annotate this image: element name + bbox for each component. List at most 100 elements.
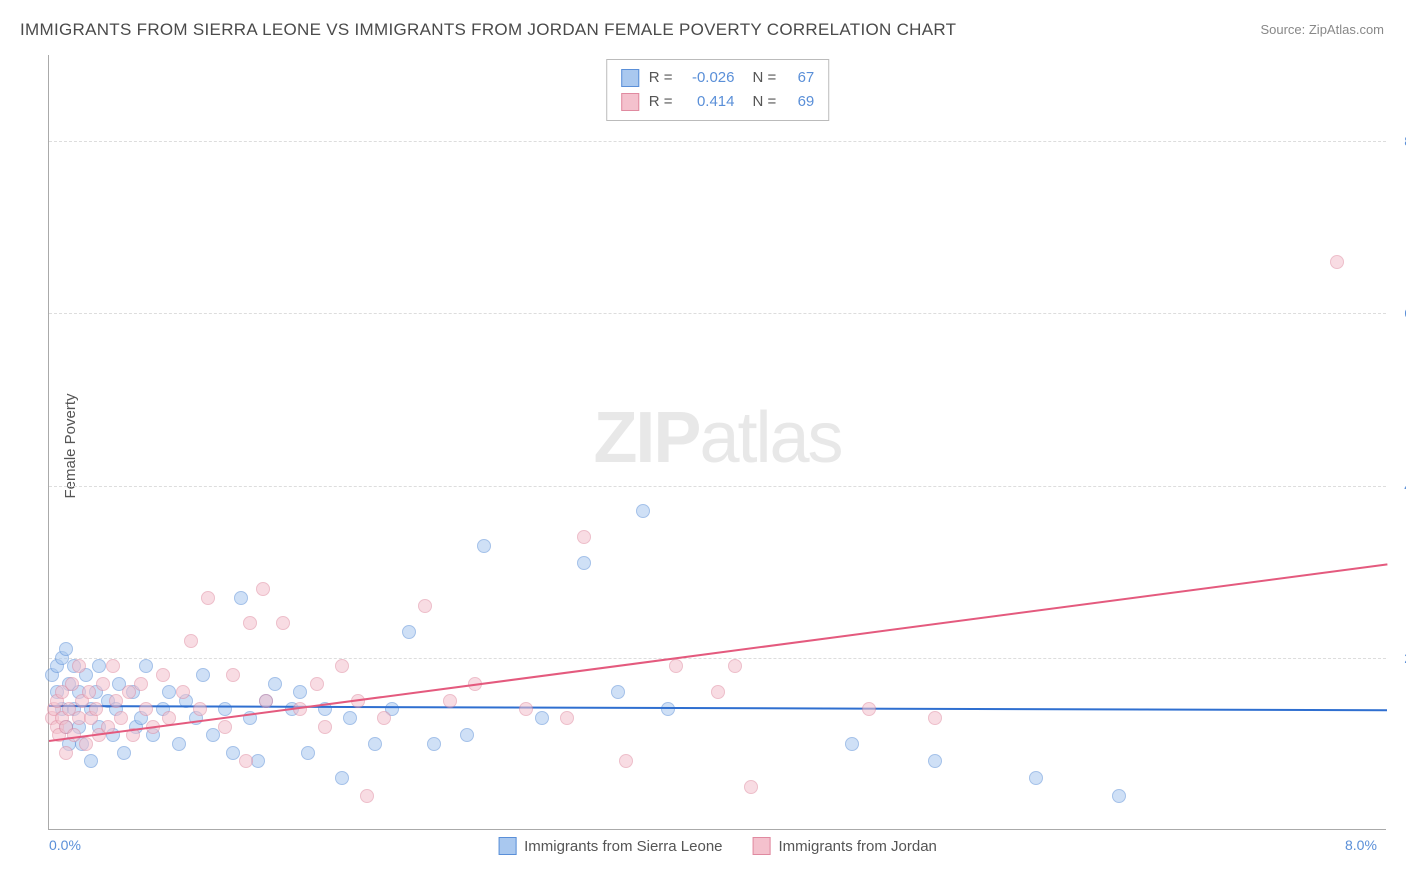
scatter-point xyxy=(477,539,491,553)
n-label: N = xyxy=(753,66,777,90)
legend-label: Immigrants from Jordan xyxy=(779,838,937,855)
watermark-text: ZIPatlas xyxy=(593,397,841,479)
y-tick-label: 40.0% xyxy=(1394,478,1406,494)
scatter-point xyxy=(114,711,128,725)
legend-swatch xyxy=(498,837,516,855)
scatter-point xyxy=(176,685,190,699)
scatter-point xyxy=(82,685,96,699)
scatter-point xyxy=(577,530,591,544)
scatter-point xyxy=(377,711,391,725)
stats-row: R = -0.026 N = 67 xyxy=(621,66,815,90)
scatter-point xyxy=(139,659,153,673)
r-value: -0.026 xyxy=(683,66,735,90)
scatter-point xyxy=(418,599,432,613)
scatter-point xyxy=(72,659,86,673)
scatter-point xyxy=(172,737,186,751)
r-label: R = xyxy=(649,66,673,90)
scatter-point xyxy=(611,685,625,699)
r-value: 0.414 xyxy=(683,90,735,114)
scatter-point xyxy=(619,754,633,768)
scatter-point xyxy=(343,711,357,725)
scatter-point xyxy=(744,780,758,794)
series-swatch xyxy=(621,69,639,87)
scatter-point xyxy=(84,754,98,768)
scatter-point xyxy=(661,702,675,716)
n-label: N = xyxy=(753,90,777,114)
scatter-point xyxy=(201,591,215,605)
scatter-point xyxy=(862,702,876,716)
scatter-point xyxy=(845,737,859,751)
series-legend: Immigrants from Sierra Leone Immigrants f… xyxy=(498,837,937,855)
scatter-point xyxy=(79,737,93,751)
scatter-point xyxy=(184,634,198,648)
scatter-point xyxy=(301,746,315,760)
scatter-point xyxy=(443,694,457,708)
scatter-point xyxy=(156,668,170,682)
r-label: R = xyxy=(649,90,673,114)
scatter-point xyxy=(226,668,240,682)
scatter-point xyxy=(636,504,650,518)
scatter-point xyxy=(59,746,73,760)
chart-title: IMMIGRANTS FROM SIERRA LEONE VS IMMIGRAN… xyxy=(20,20,956,40)
scatter-point xyxy=(239,754,253,768)
series-swatch xyxy=(621,93,639,111)
gridline xyxy=(49,313,1386,314)
scatter-point xyxy=(577,556,591,570)
scatter-chart: ZIPatlas R =-0.026N =67R =0.414N =69 Imm… xyxy=(48,55,1386,830)
scatter-point xyxy=(560,711,574,725)
scatter-point xyxy=(335,771,349,785)
legend-item: Immigrants from Sierra Leone xyxy=(498,837,722,855)
scatter-point xyxy=(402,625,416,639)
scatter-point xyxy=(89,702,103,716)
legend-swatch xyxy=(753,837,771,855)
n-value: 69 xyxy=(786,90,814,114)
scatter-point xyxy=(1029,771,1043,785)
scatter-point xyxy=(519,702,533,716)
scatter-point xyxy=(310,677,324,691)
n-value: 67 xyxy=(786,66,814,90)
gridline xyxy=(49,658,1386,659)
scatter-point xyxy=(65,677,79,691)
scatter-point xyxy=(427,737,441,751)
scatter-point xyxy=(234,591,248,605)
scatter-point xyxy=(669,659,683,673)
scatter-point xyxy=(162,685,176,699)
scatter-point xyxy=(109,694,123,708)
scatter-point xyxy=(139,702,153,716)
scatter-point xyxy=(117,746,131,760)
scatter-point xyxy=(928,754,942,768)
gridline xyxy=(49,486,1386,487)
scatter-point xyxy=(711,685,725,699)
scatter-point xyxy=(535,711,549,725)
scatter-point xyxy=(96,677,110,691)
scatter-point xyxy=(318,720,332,734)
stats-row: R = 0.414 N = 69 xyxy=(621,90,815,114)
scatter-point xyxy=(243,616,257,630)
scatter-point xyxy=(928,711,942,725)
source-attribution: Source: ZipAtlas.com xyxy=(1260,22,1384,37)
scatter-point xyxy=(59,642,73,656)
scatter-point xyxy=(1330,255,1344,269)
scatter-point xyxy=(196,668,210,682)
scatter-point xyxy=(1112,789,1126,803)
scatter-point xyxy=(218,720,232,734)
x-tick-label: 8.0% xyxy=(1345,837,1377,853)
y-tick-label: 20.0% xyxy=(1394,650,1406,666)
legend-item: Immigrants from Jordan xyxy=(753,837,937,855)
scatter-point xyxy=(368,737,382,751)
scatter-point xyxy=(218,702,232,716)
gridline xyxy=(49,141,1386,142)
scatter-point xyxy=(268,677,282,691)
scatter-point xyxy=(335,659,349,673)
legend-label: Immigrants from Sierra Leone xyxy=(524,838,722,855)
y-tick-label: 80.0% xyxy=(1394,133,1406,149)
scatter-point xyxy=(460,728,474,742)
scatter-point xyxy=(226,746,240,760)
scatter-point xyxy=(259,694,273,708)
correlation-stats-box: R = -0.026 N = 67 R = 0.414 N = 69 xyxy=(606,59,830,121)
scatter-point xyxy=(134,677,148,691)
x-tick-label: 0.0% xyxy=(49,837,81,853)
scatter-point xyxy=(193,702,207,716)
trend-line xyxy=(49,563,1387,742)
scatter-point xyxy=(728,659,742,673)
